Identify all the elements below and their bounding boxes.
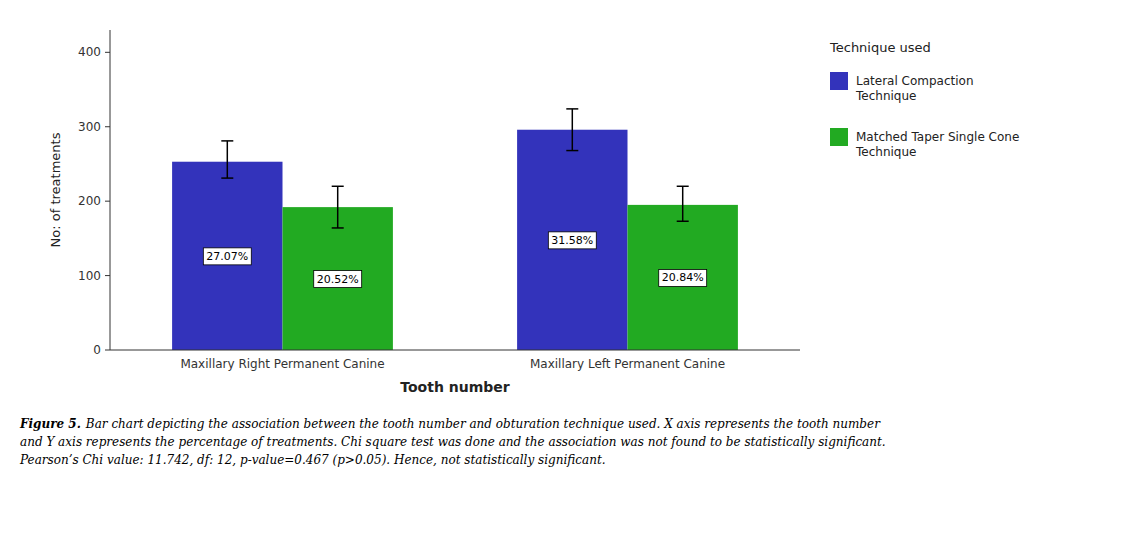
- y-tick: [105, 275, 110, 276]
- error-cap: [677, 221, 689, 223]
- percentage-label-box: [203, 248, 251, 265]
- bar: [517, 130, 627, 350]
- error-cap: [332, 227, 344, 229]
- y-tick-label: 100: [78, 269, 101, 283]
- x-axis-label: Tooth number: [400, 379, 509, 395]
- bars: [172, 109, 738, 350]
- legend-label-line: Technique: [855, 89, 916, 103]
- x-axis: Maxillary Right Permanent Canine Maxillar…: [110, 350, 800, 371]
- error-cap: [221, 177, 233, 179]
- percentage-label: 31.58%: [551, 234, 593, 247]
- y-axis: 0 100 200 300 400: [78, 30, 110, 357]
- y-tick: [105, 201, 110, 202]
- x-axis-line: [110, 350, 800, 351]
- error-bar: [566, 109, 578, 151]
- caption-line: and Y axis represents the percentage of …: [20, 435, 886, 449]
- legend-label: Lateral CompactionTechnique: [855, 74, 974, 103]
- percentage-label: 20.52%: [317, 273, 359, 286]
- caption: Bar chart depicting the association betw…: [19, 417, 886, 467]
- caption-line: Pearson’s Chi value: 11.742, df: 12, p-v…: [19, 453, 606, 467]
- error-bar: [332, 186, 344, 228]
- y-tick-label: 0: [93, 343, 101, 357]
- percentage-label-box: [314, 271, 362, 288]
- y-tick: [105, 350, 110, 351]
- legend-swatch: [830, 128, 848, 146]
- y-tick: [105, 126, 110, 127]
- percentage-label: 27.07%: [206, 250, 248, 263]
- x-tick-label: Maxillary Right Permanent Canine: [180, 357, 384, 371]
- error-line: [572, 109, 574, 151]
- y-tick-label: 300: [78, 120, 101, 134]
- legend-title: Technique used: [829, 40, 931, 55]
- percentage-label: 20.84%: [662, 271, 704, 284]
- percentage-labels: 27.07% 31.58% 20.52% 20.84%: [203, 232, 706, 288]
- percentage-label-box: [659, 269, 707, 286]
- error-line: [682, 186, 684, 221]
- legend-swatch: [830, 72, 848, 90]
- error-cap: [677, 186, 689, 188]
- caption-bold: Figure 5.: [19, 417, 81, 431]
- error-line: [337, 186, 339, 228]
- chart: 0 100 200 300 400 27.07% 31.58% 20.52% 20.84% Max…: [0, 0, 1136, 533]
- legend-label-line: Technique: [855, 145, 916, 159]
- error-cap: [332, 186, 344, 188]
- error-bar: [221, 141, 233, 178]
- legend-label-line: Lateral Compaction: [856, 74, 974, 88]
- y-axis-label: No: of treatments: [48, 132, 63, 247]
- error-bar: [677, 186, 689, 221]
- y-tick: [105, 52, 110, 53]
- legend-label-line: Matched Taper Single Cone: [856, 130, 1019, 144]
- y-tick-label: 200: [78, 194, 101, 208]
- bar: [628, 205, 738, 350]
- legend: Technique usedLateral CompactionTechniqu…: [829, 40, 1019, 159]
- error-cap: [566, 108, 578, 110]
- bar: [172, 162, 282, 350]
- error-cap: [566, 150, 578, 152]
- error-line: [227, 141, 229, 178]
- caption-line: Bar chart depicting the association betw…: [85, 417, 881, 431]
- y-tick-label: 400: [78, 45, 101, 59]
- legend-label: Matched Taper Single ConeTechnique: [855, 130, 1019, 159]
- y-axis-line: [110, 30, 111, 350]
- x-tick-label: Maxillary Left Permanent Canine: [530, 357, 725, 371]
- bar: [283, 207, 393, 350]
- error-cap: [221, 140, 233, 142]
- percentage-label-box: [548, 232, 596, 249]
